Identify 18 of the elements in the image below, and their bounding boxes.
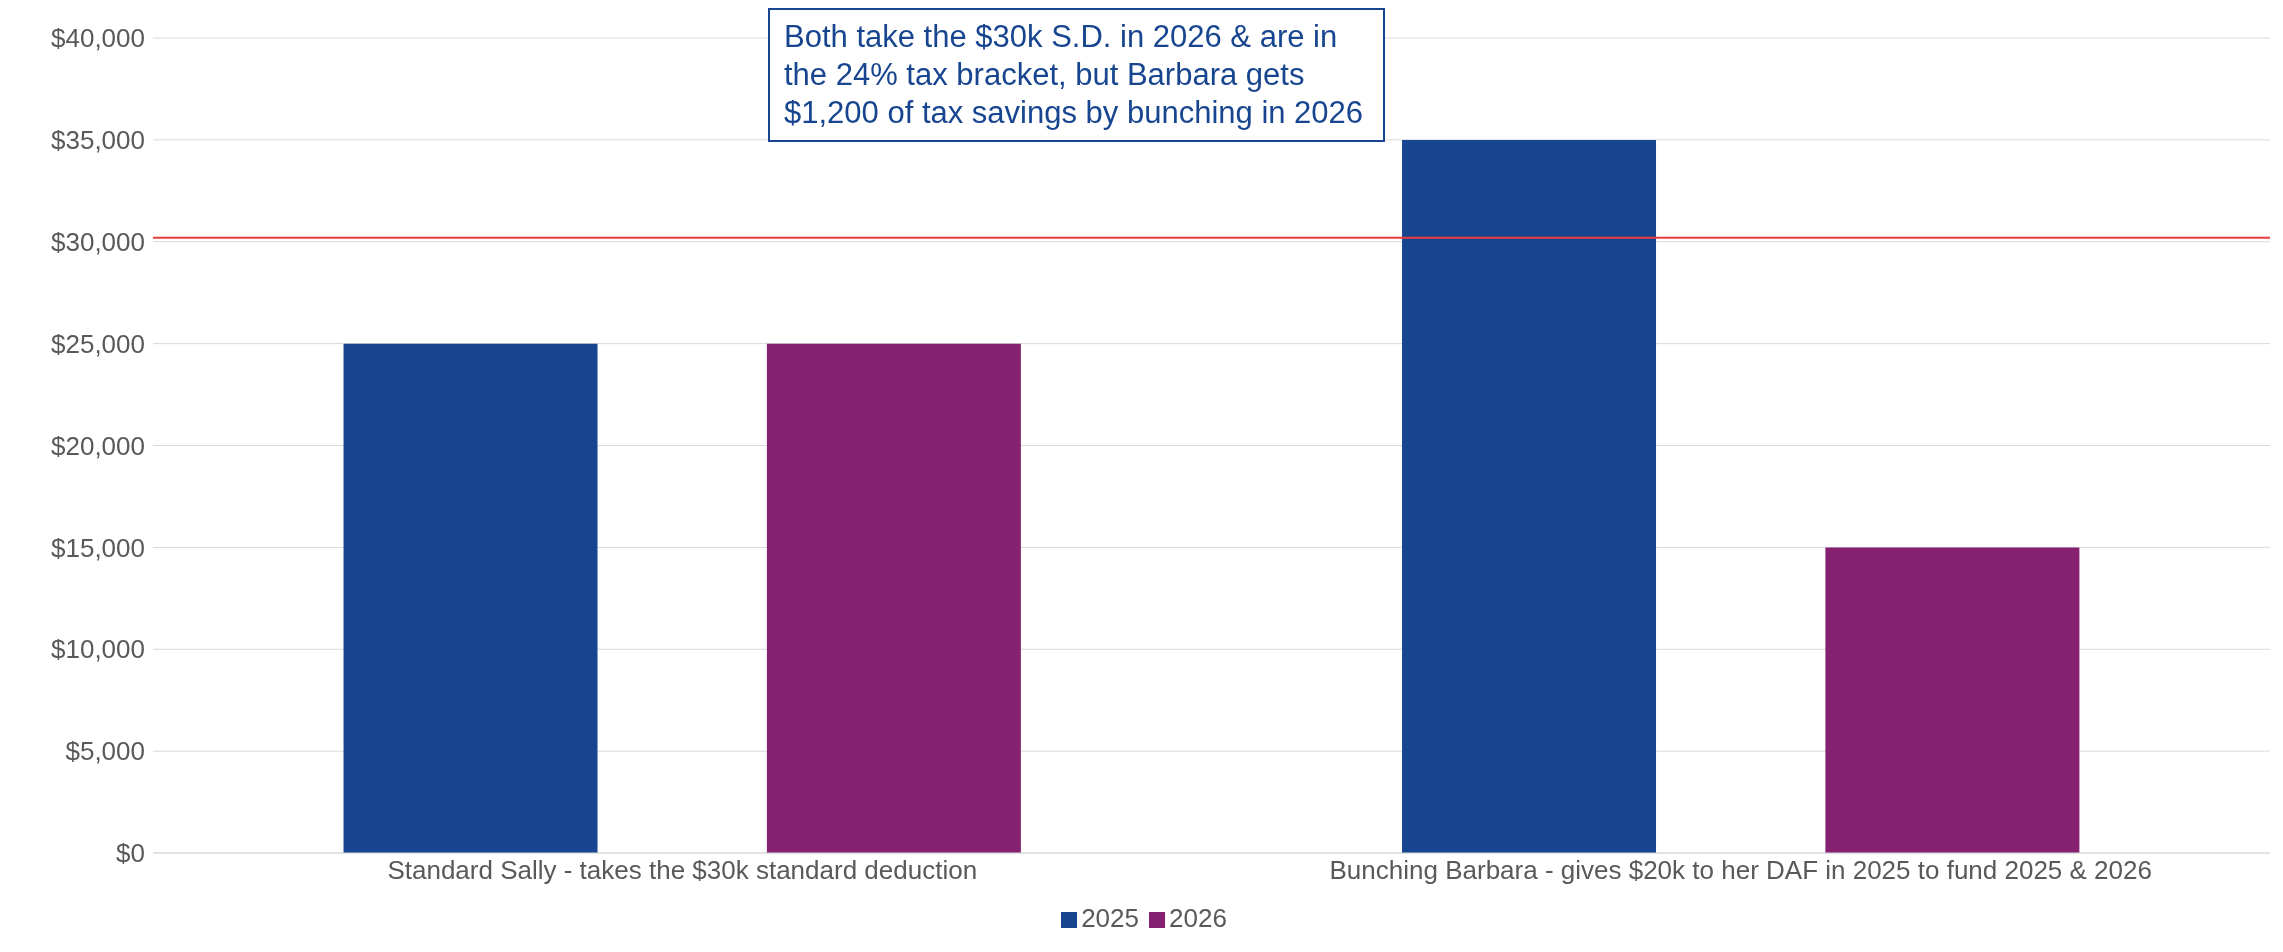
y-tick-label: $25,000 [51, 328, 145, 359]
y-tick-label: $30,000 [51, 226, 145, 257]
y-tick-label: $40,000 [51, 23, 145, 54]
y-tick-label: $10,000 [51, 634, 145, 665]
bar [766, 343, 1021, 853]
x-tick-label: Standard Sally - takes the $30k standard deduction [387, 855, 978, 886]
y-tick-label: $20,000 [51, 430, 145, 461]
legend-label: 2026 [1169, 903, 1227, 933]
x-tick-label: Bunching Barbara - gives $20k to her DAF in 2025 to fund 2025 & 2026 [1329, 855, 2152, 886]
y-tick-label: $15,000 [51, 532, 145, 563]
annotation: Both take the $30k S.D. in 2026 & are in the 24% tax bracket, but Barbara gets $1,200 of tax savings by bunching in 2026 [768, 8, 1385, 142]
bar [1402, 139, 1657, 853]
bar [343, 343, 598, 853]
bar [1825, 547, 2080, 853]
y-tick-label: $0 [116, 838, 145, 869]
legend-label: 2025 [1081, 903, 1139, 933]
y-tick-label: $5,000 [65, 736, 145, 767]
y-tick-label: $35,000 [51, 125, 145, 156]
